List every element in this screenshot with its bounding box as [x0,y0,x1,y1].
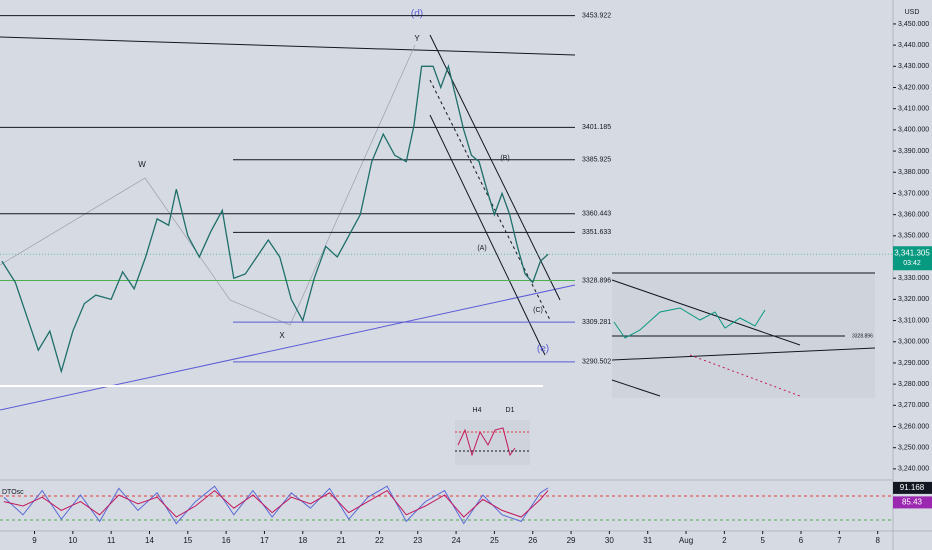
x-tick-label: 11 [107,536,116,545]
y-tick-label: 3,270.000 [898,402,929,409]
y-tick-label: 3,300.000 [898,339,929,346]
osc-value-label: 85.43 [902,498,923,507]
osc-value-box [893,481,932,494]
inset-line [611,347,876,361]
inset-price [613,307,766,339]
osc-value-box [893,496,932,509]
x-tick-label: 2 [722,536,727,545]
y-tick-label: 3,420.000 [898,84,929,91]
x-tick-label: 18 [298,536,307,545]
annotation: W [138,160,146,169]
y-tick-label: 3,280.000 [898,381,929,388]
x-tick-label: 24 [452,536,461,545]
annotation: (d) [411,9,423,20]
osc-title: DTOsc [2,489,24,496]
y-tick-label: 3,380.000 [898,169,929,176]
channel-line [429,114,546,356]
x-tick-label: 9 [32,536,37,545]
price-line [3,489,549,518]
x-tick-label: 16 [222,536,231,545]
inset-label: 3328.896 [852,333,873,339]
x-tick-label: 8 [875,536,880,545]
annotation: (e) [537,344,549,355]
x-tick-label: 23 [413,536,422,545]
annotation: H4 [473,407,482,414]
x-tick-label: 31 [643,536,652,545]
level-label: 3360.443 [582,211,611,218]
annotation: X [279,331,285,340]
x-tick-label: 15 [183,536,192,545]
current-price-label: 3,341.305 [894,248,930,257]
y-tick-label: 3,450.000 [898,21,929,28]
x-tick-label: 30 [605,536,614,545]
x-tick-label: Aug [679,536,693,545]
mini-panel [455,420,530,465]
annotation: D1 [506,407,515,414]
inset: 3328.896 [611,272,876,398]
level-label: 3385.925 [582,157,611,164]
x-tick-label: 7 [837,536,842,545]
x-tick-label: 21 [337,536,346,545]
x-tick-label: 22 [375,536,384,545]
x-tick-label: 17 [260,536,269,545]
level-label: 3309.281 [582,319,611,326]
mini-osc [457,427,516,457]
currency: USD [905,9,920,16]
annotation: (A) [477,245,486,252]
current-price-box [893,246,932,271]
level-label: 3401.185 [582,124,611,131]
countdown: 03:42 [903,260,921,267]
y-tick-label: 3,330.000 [898,275,929,282]
annotation: (B) [500,155,509,162]
annotation: Y [414,34,420,43]
y-tick-label: 3,410.000 [898,106,929,113]
inset-bg [612,272,875,398]
y-tick-label: 3,390.000 [898,148,929,155]
x-tick-label: 25 [490,536,499,545]
trendline [0,284,576,411]
y-tick-label: 3,260.000 [898,423,929,430]
inset-line [611,279,801,346]
level-label: 3453.922 [582,12,611,19]
x-tick-label: 26 [528,536,537,545]
trendline [0,36,576,56]
y-tick-label: 3,400.000 [898,127,929,134]
y-tick-label: 3,350.000 [898,233,929,240]
y-tick-label: 3,290.000 [898,360,929,367]
x-tick-label: 14 [145,536,154,545]
level-label: 3328.896 [582,277,611,284]
x-tick-label: 6 [799,536,804,545]
osc-value-label: 91.168 [900,483,925,492]
annotation: (C) [533,307,543,314]
x-tick-label: 10 [68,536,77,545]
y-tick-label: 3,310.000 [898,317,929,324]
inset-line [611,379,661,397]
y-tick-label: 3,440.000 [898,42,929,49]
x-tick-label: 5 [760,536,765,545]
y-tick-label: 3,250.000 [898,445,929,452]
y-tick-label: 3,320.000 [898,296,929,303]
y-tick-label: 3,240.000 [898,466,929,473]
y-tick-label: 3,430.000 [898,63,929,70]
x-tick-label: 29 [567,536,576,545]
y-tick-label: 3,360.000 [898,211,929,218]
level-label: 3290.502 [582,359,611,366]
price-line [1,64,549,374]
wave-path [0,44,416,326]
y-tick-label: 3,370.000 [898,190,929,197]
level-label: 3351.633 [582,229,611,236]
